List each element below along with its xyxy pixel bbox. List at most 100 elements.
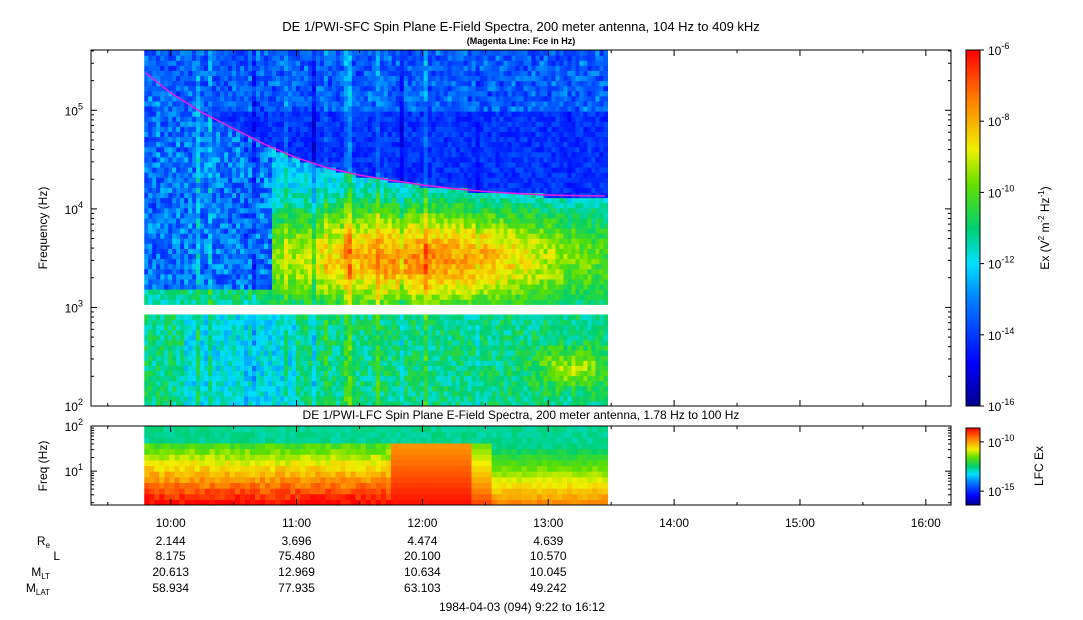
spectrogram-cell: [383, 212, 389, 219]
spectrogram-cell: [335, 65, 341, 71]
spectrogram-cell: [160, 166, 165, 173]
spectrogram-cell: [212, 131, 217, 138]
spectrogram-cell: [152, 243, 157, 249]
spectrogram-cell: [272, 116, 277, 122]
spectrogram-cell: [375, 166, 381, 173]
spectrogram-cell: [327, 100, 333, 107]
spectrogram-cell: [216, 156, 221, 163]
spectrogram-cell: [168, 278, 173, 285]
spectrogram-cell: [276, 131, 281, 138]
spectrogram-cell: [375, 202, 381, 209]
spectrogram-cell: [208, 238, 213, 244]
spectrogram-cell: [395, 161, 401, 168]
spectrogram-cell: [307, 187, 313, 193]
spectrogram-cell: [335, 182, 341, 188]
spectrogram-cell: [315, 166, 321, 173]
spectrogram-cell: [311, 207, 317, 214]
spectrogram-cell: [156, 85, 161, 92]
spectrogram-cell: [367, 126, 373, 132]
spectrogram-cell: [303, 55, 309, 61]
spectrogram-cell: [204, 344, 209, 351]
spectrogram-cell: [279, 350, 285, 356]
spectrogram-cell: [311, 283, 317, 290]
spectrogram-cell: [264, 233, 269, 239]
spectrogram-cell: [295, 380, 301, 387]
spectrogram-cell: [248, 248, 253, 255]
spectrogram-cell: [148, 75, 153, 82]
spectrogram-cell: [403, 228, 409, 234]
spectrogram-cell: [423, 90, 429, 97]
spectrogram-cell: [371, 55, 377, 61]
spectrogram-cell: [268, 197, 273, 204]
spectrogram-cell: [411, 395, 417, 402]
spectrogram-cell: [331, 339, 337, 346]
spectrogram-cell: [319, 131, 325, 138]
spectrogram-cell: [327, 253, 333, 260]
spectrogram-cell: [347, 50, 353, 56]
spectrogram-cell: [224, 187, 229, 193]
spectrogram-cell: [156, 222, 161, 229]
spectrogram-cell: [303, 400, 309, 406]
spectrogram-cell: [363, 253, 369, 260]
spectrogram-cell: [435, 248, 441, 255]
spectrogram-cell: [260, 60, 265, 66]
spectrogram-cell: [315, 192, 321, 199]
spectrogram-cell: [180, 217, 185, 224]
spectrogram-cell: [184, 344, 189, 351]
spectrogram-cell: [331, 151, 337, 158]
spectrogram-cell: [279, 182, 285, 188]
spectrogram-cell: [315, 146, 321, 153]
spectrogram-cell: [283, 273, 289, 280]
spectrogram-cell: [327, 324, 333, 331]
spectrogram-cell: [391, 50, 397, 56]
spectrogram-cell: [315, 319, 321, 326]
spectrogram-cell: [355, 166, 361, 173]
spectrogram-cell: [327, 192, 333, 199]
spectrogram-cell: [315, 126, 321, 132]
spectrogram-cell: [367, 207, 373, 214]
spectrogram-cell: [256, 161, 261, 168]
spectrogram-cell: [204, 182, 209, 188]
spectrogram-cell: [184, 90, 189, 97]
spectrogram-cell: [208, 263, 213, 270]
spectrogram-cell: [383, 289, 389, 295]
spectrogram-cell: [423, 151, 429, 158]
spectrogram-cell: [359, 324, 365, 331]
spectrogram-cell: [232, 243, 237, 249]
spectrogram-cell: [156, 390, 161, 397]
spectrogram-cell: [419, 80, 425, 87]
spectrogram-cell: [287, 116, 293, 122]
spectrogram-cell: [184, 395, 189, 402]
spectrogram-cell: [387, 182, 393, 188]
spectrogram-cell: [363, 350, 369, 356]
spectrogram-cell: [315, 248, 321, 255]
spectrogram-cell: [411, 217, 417, 224]
spectrogram-cell: [403, 365, 409, 371]
spectrogram-cell: [176, 182, 181, 188]
spectrogram-cell: [279, 111, 285, 117]
spectrogram-cell: [403, 324, 409, 331]
spectrogram-cell: [232, 151, 237, 158]
spectrogram-cell: [224, 100, 229, 107]
spectrogram-cell: [268, 212, 273, 219]
spectrogram-cell: [240, 192, 245, 199]
spectrogram-cell: [176, 222, 181, 229]
spectrogram-cell: [343, 299, 349, 305]
spectrogram-cell: [272, 355, 277, 361]
spectrogram-cell: [343, 294, 349, 300]
spectrogram-cell: [427, 207, 433, 214]
spectrogram-cell: [184, 111, 189, 117]
spectrogram-cell: [192, 197, 197, 204]
spectrogram-cell: [407, 390, 413, 397]
spectrogram-cell: [232, 278, 237, 285]
spectrogram-cell: [299, 166, 305, 173]
spectrogram-cell: [168, 380, 173, 387]
spectrogram-cell: [180, 329, 185, 336]
spectrogram-cell: [148, 370, 153, 377]
spectrogram-cell: [355, 370, 361, 377]
spectrogram-cell: [427, 314, 433, 321]
spectrogram-cell: [283, 350, 289, 356]
spectrogram-cell: [375, 400, 381, 406]
spectrogram-cell: [399, 182, 405, 188]
spectrogram-cell: [351, 365, 357, 371]
